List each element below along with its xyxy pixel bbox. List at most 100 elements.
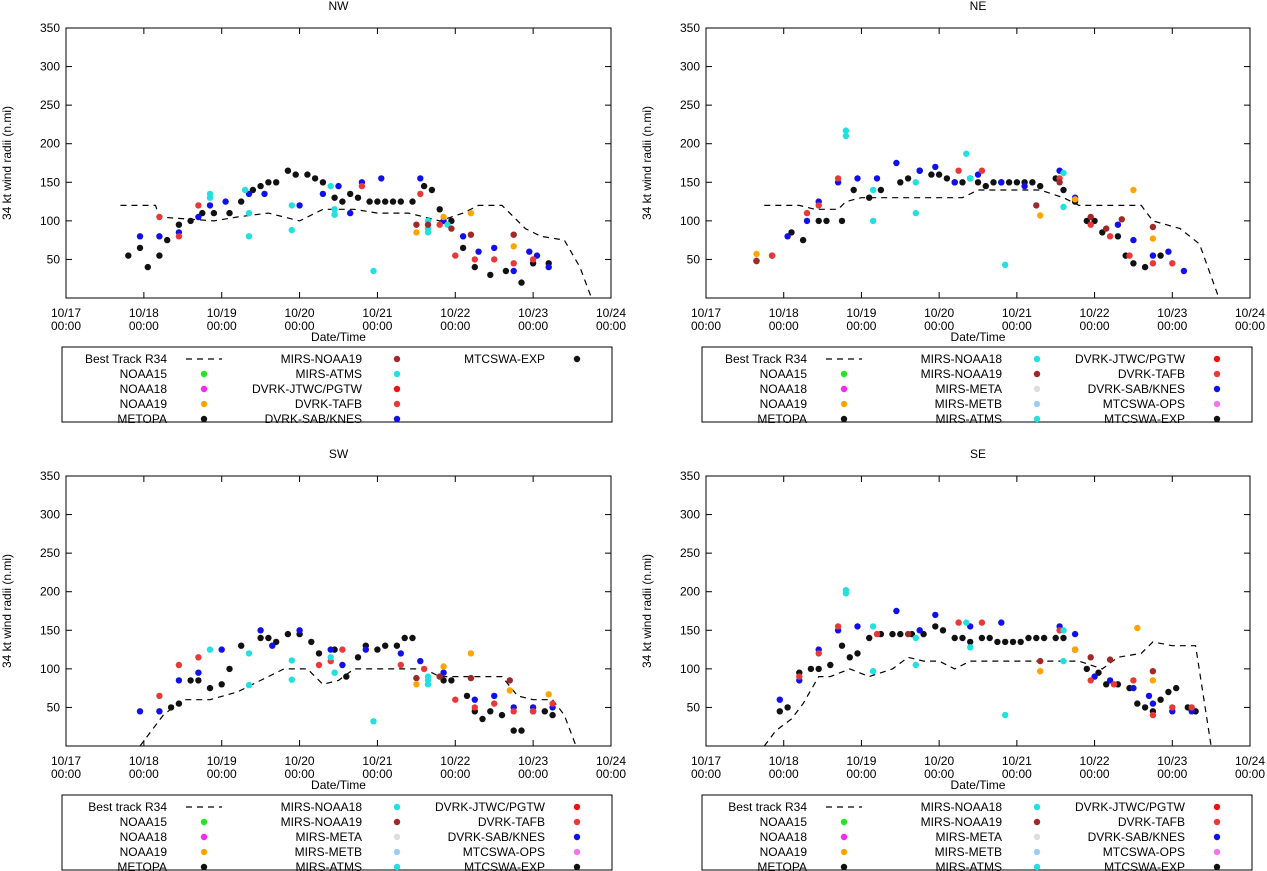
legend-dot-symbol: [573, 803, 581, 811]
legend-label: MIRS-ATMS: [296, 860, 362, 871]
legend-dot-symbol: [1213, 803, 1221, 811]
x-tick-label-time: 00:00: [362, 767, 392, 781]
legend-dot-symbol: [840, 415, 848, 423]
x-tick-label-date: 10/20: [924, 306, 954, 320]
legend-label: MIRS-NOAA18: [281, 800, 363, 814]
data-point: [136, 244, 144, 252]
data-point: [245, 650, 253, 657]
data-point: [1017, 638, 1024, 646]
data-point: [796, 673, 803, 680]
data-point: [869, 186, 877, 194]
x-tick-label-date: 10/23: [1157, 306, 1187, 320]
y-tick-label: 350: [680, 469, 700, 483]
data-point: [1130, 186, 1137, 194]
x-axis-label: Date/Time: [951, 330, 1006, 344]
data-point: [1060, 186, 1067, 194]
data-point: [467, 231, 475, 238]
data-point: [471, 696, 478, 703]
legend-label: MIRS-NOAA19: [281, 352, 363, 366]
series-noaa19: [1037, 624, 1157, 684]
legend-label: METOPA: [117, 860, 167, 871]
data-point: [374, 646, 381, 653]
data-point: [912, 634, 919, 642]
legend-label: MTCSWA-EXP: [464, 352, 545, 366]
y-tick-label: 300: [40, 60, 60, 74]
series-mtcswa-exp: [753, 167, 1164, 271]
data-point: [226, 665, 233, 673]
legend-dot-symbol: [1213, 415, 1221, 423]
data-point: [327, 646, 334, 653]
legend-label: MIRS-NOAA18: [921, 800, 1003, 814]
y-axis-label: 34 kt wind radii (n.mi): [0, 106, 14, 220]
x-tick-label-time: 00:00: [596, 767, 626, 781]
data-point: [506, 677, 513, 684]
y-tick-label: 150: [40, 175, 60, 189]
data-point: [222, 198, 229, 205]
x-tick-label-date: 10/18: [129, 754, 159, 768]
data-point: [1021, 182, 1028, 190]
data-point: [1037, 668, 1044, 675]
data-point: [959, 179, 966, 186]
data-point: [463, 692, 471, 700]
legend-dot-symbol: [840, 400, 848, 408]
chart-panel-ne: NE5010015020025030035010/1700:0010/1800:…: [640, 0, 1265, 344]
legend-label: Best Track R34: [85, 352, 167, 366]
data-point: [1056, 179, 1063, 186]
data-point: [1126, 252, 1133, 259]
legend-label: NOAA18: [760, 382, 808, 396]
data-point: [1005, 179, 1013, 186]
data-point: [238, 198, 245, 205]
chart-panel-se: SE5010015020025030035010/1700:0010/1800:…: [640, 447, 1265, 792]
data-point: [354, 654, 362, 661]
legend-label: MTCSWA-EXP: [464, 860, 545, 871]
legend-dot-symbol: [1033, 385, 1041, 393]
data-point: [370, 718, 377, 725]
data-point: [784, 704, 791, 711]
y-tick-label: 50: [47, 252, 61, 266]
data-point: [904, 630, 912, 638]
legend-dot-symbol: [200, 833, 208, 841]
legend-label: DVRK-TAFB: [1118, 367, 1185, 381]
legend-label: METOPA: [757, 860, 807, 871]
data-point: [842, 132, 850, 140]
data-point: [815, 650, 822, 657]
legend-label: MIRS-NOAA18: [921, 352, 1003, 366]
y-tick-label: 250: [40, 546, 60, 560]
legend-dot-symbol: [1213, 818, 1221, 826]
legend-label: Best track R34: [88, 800, 167, 814]
data-point: [982, 182, 989, 190]
y-tick-label: 150: [40, 623, 60, 637]
data-point: [1040, 634, 1048, 642]
data-point: [939, 627, 947, 634]
x-tick-label-time: 00:00: [440, 767, 470, 781]
data-point: [1145, 692, 1153, 700]
data-point: [245, 190, 253, 198]
x-tick-label-date: 10/18: [129, 306, 159, 320]
data-point: [1087, 221, 1094, 228]
data-point: [284, 167, 292, 174]
data-point: [502, 267, 510, 275]
data-point: [195, 677, 202, 684]
data-point: [440, 663, 447, 670]
data-point: [1060, 657, 1067, 665]
legend-label: METOPA: [117, 412, 167, 426]
data-point: [1002, 638, 1009, 646]
legend-label: MIRS-META: [936, 830, 1002, 844]
y-tick-label: 350: [40, 21, 60, 35]
legend-dot-symbol: [1033, 848, 1041, 856]
data-point: [529, 708, 537, 715]
x-tick-label-date: 10/17: [51, 306, 81, 320]
series-mirs-atms: [206, 646, 432, 725]
y-tick-label: 150: [680, 623, 700, 637]
data-point: [873, 630, 881, 638]
y-tick-label: 200: [40, 585, 60, 599]
data-point: [288, 202, 295, 209]
data-point: [382, 642, 389, 649]
data-point: [1033, 202, 1040, 209]
legend-dot-symbol: [1213, 833, 1221, 841]
legend-dot-symbol: [393, 355, 401, 363]
data-point: [257, 182, 264, 190]
data-point: [854, 650, 861, 657]
legend-label: DVRK-JTWC/PGTW: [1075, 800, 1186, 814]
data-point: [249, 186, 257, 194]
